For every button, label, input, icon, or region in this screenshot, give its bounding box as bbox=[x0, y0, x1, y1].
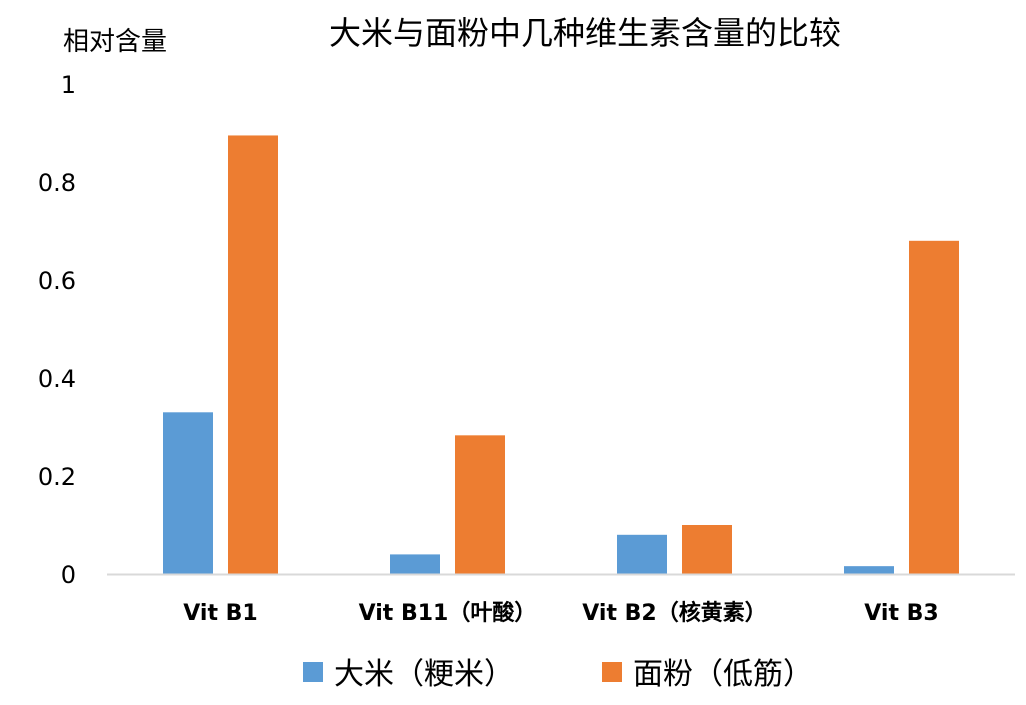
legend-label: 面粉（低筋） bbox=[633, 657, 813, 692]
x-tick-label: Vit B3 bbox=[864, 601, 938, 626]
x-tick-label: Vit B11（叶酸） bbox=[359, 601, 537, 626]
bar-rice-1 bbox=[163, 412, 213, 574]
bar-flour-1 bbox=[228, 135, 278, 574]
x-tick-label: Vit B2（核黄素） bbox=[582, 600, 766, 626]
legend-swatch bbox=[303, 662, 323, 682]
y-axis-ticks: 0 0.2 0.4 0.6 0.8 1 bbox=[38, 71, 76, 589]
x-tick-label: Vit B1 bbox=[183, 601, 257, 626]
x-axis-labels: Vit B1 Vit B11（叶酸） Vit B2（核黄素） Vit B3 bbox=[183, 600, 938, 626]
legend: 大米（粳米） 面粉（低筋） bbox=[303, 657, 813, 692]
bar-flour-3 bbox=[682, 525, 732, 574]
bars bbox=[163, 135, 959, 575]
y-tick-label: 0.6 bbox=[38, 267, 76, 295]
legend-swatch bbox=[602, 662, 622, 682]
bar-flour-4 bbox=[909, 240, 959, 575]
y-tick-label: 0.2 bbox=[38, 463, 76, 491]
bar-rice-3 bbox=[617, 534, 667, 574]
y-tick-label: 0.8 bbox=[38, 169, 76, 197]
bar-rice-2 bbox=[390, 554, 440, 574]
y-tick-label: 0 bbox=[61, 561, 76, 589]
y-tick-label: 1 bbox=[61, 71, 76, 99]
bar-flour-2 bbox=[455, 435, 505, 574]
y-axis-label: 相对含量 bbox=[63, 27, 167, 57]
chart-title: 大米与面粉中几种维生素含量的比较 bbox=[329, 14, 841, 52]
bar-rice-4 bbox=[844, 566, 894, 574]
legend-label: 大米（粳米） bbox=[334, 657, 514, 692]
y-tick-label: 0.4 bbox=[38, 365, 76, 393]
